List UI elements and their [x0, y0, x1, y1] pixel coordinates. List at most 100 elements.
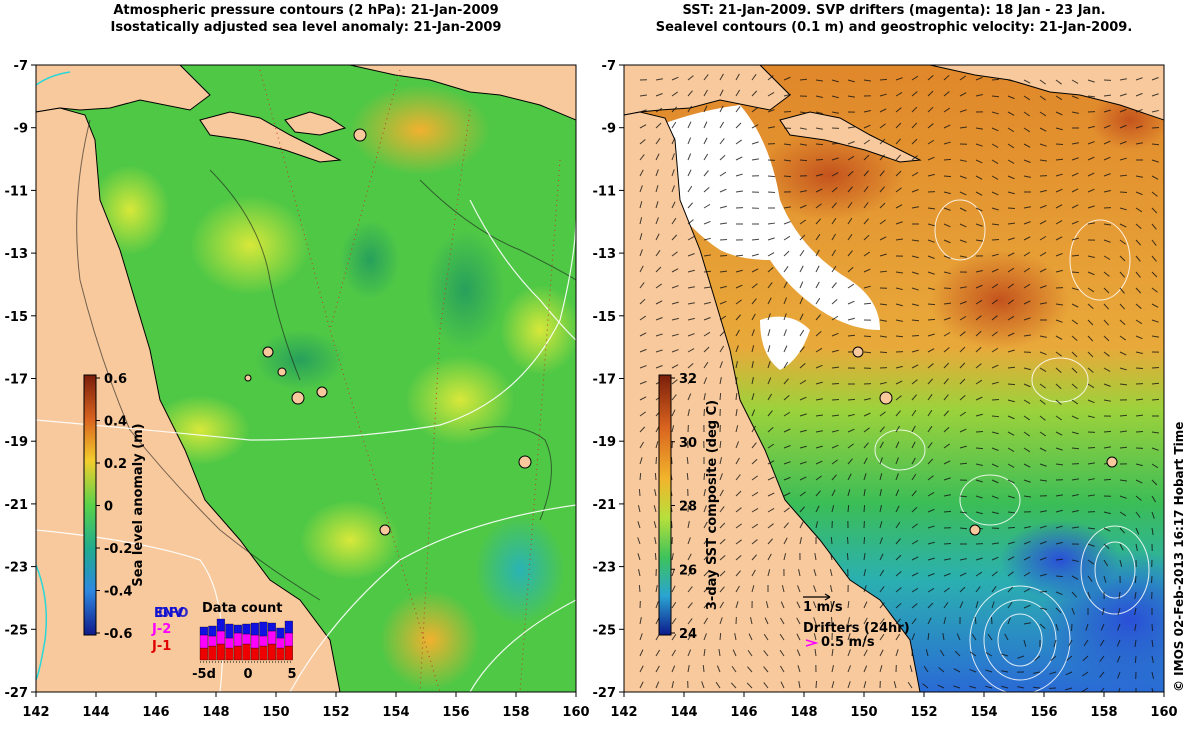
velocity-arrow: [847, 504, 850, 513]
velocity-arrow: [959, 159, 967, 162]
velocity-arrow: [911, 409, 917, 417]
velocity-arrow: [895, 335, 904, 338]
velocity-arrow: [939, 649, 945, 657]
velocity-arrow: [1135, 92, 1143, 97]
x-tick-label: 158: [1090, 705, 1117, 720]
velocity-arrow: [767, 508, 775, 513]
velocity-arrow: [735, 376, 738, 385]
velocity-arrow: [1023, 367, 1031, 371]
velocity-arrow: [731, 665, 737, 673]
velocity-arrow: [923, 665, 929, 673]
velocity-arrow: [1087, 222, 1095, 225]
sst-sealevel-contours: [874, 199, 1150, 692]
velocity-arrow: [735, 601, 739, 609]
velocity-arrow: [959, 378, 966, 385]
velocity-arrow: [1116, 639, 1121, 647]
y-tick-label: -27: [5, 686, 29, 701]
velocity-arrow: [1103, 173, 1111, 177]
velocity-arrow: [797, 585, 801, 593]
velocity-arrow: [943, 347, 950, 353]
velocity-arrow: [751, 425, 756, 433]
velocity-arrow: [975, 479, 983, 483]
velocity-arrow: [863, 251, 871, 257]
velocity-arrow: [879, 123, 886, 129]
velocity-arrow: [911, 91, 918, 97]
velocity-arrow: [1039, 463, 1047, 467]
velocity-arrow: [975, 94, 983, 97]
velocity-arrow: [735, 89, 741, 97]
velocity-arrow: [671, 349, 679, 353]
velocity-arrow: [751, 124, 759, 129]
velocity-arrow: [1151, 398, 1160, 401]
velocity-arrow: [911, 457, 916, 465]
velocity-arrow: [863, 79, 872, 82]
velocity-arrow: [735, 139, 742, 145]
velocity-arrow: [671, 569, 675, 577]
colorbar-tick-label: 0.2: [104, 457, 127, 472]
velocity-arrow: [1039, 111, 1047, 117]
velocity-arrow: [1135, 351, 1143, 354]
velocity-arrow: [1081, 671, 1089, 677]
y-tick-label: -23: [593, 561, 617, 576]
velocity-arrow: [831, 505, 835, 513]
velocity-arrow: [639, 426, 646, 433]
velocity-arrow: [815, 79, 824, 82]
y-tick-label: -9: [602, 122, 616, 137]
velocity-arrow: [1119, 446, 1128, 449]
velocity-arrow: [1039, 285, 1047, 289]
velocity-arrow: [959, 495, 968, 498]
velocity-arrow: [1023, 639, 1027, 647]
velocity-arrow: [831, 79, 839, 83]
velocity-arrow: [1071, 607, 1075, 615]
velocity-arrow: [735, 269, 743, 273]
velocity-arrow: [1103, 399, 1111, 402]
velocity-arrow: [911, 239, 919, 242]
velocity-arrow: [1055, 95, 1063, 101]
velocity-arrow: [1007, 332, 1015, 337]
velocity-arrow: [671, 169, 675, 177]
velocity-arrow: [1068, 639, 1073, 647]
velocity-arrow: [655, 185, 659, 193]
velocity-arrow: [863, 601, 868, 609]
velocity-arrow: [1007, 222, 1016, 225]
velocity-arrow: [943, 587, 950, 593]
velocity-arrow: [927, 271, 935, 275]
velocity-arrow: [1023, 251, 1031, 257]
velocity-arrow: [863, 124, 871, 129]
velocity-arrow: [831, 366, 840, 369]
velocity-arrow: [639, 332, 647, 337]
velocity-arrow: [879, 319, 887, 322]
velocity-arrow: [975, 511, 983, 515]
velocity-arrow: [735, 329, 740, 337]
velocity-arrow: [831, 315, 839, 321]
velocity-arrow: [1103, 575, 1107, 583]
velocity-arrow: [847, 79, 855, 83]
velocity-arrow: [1023, 111, 1031, 117]
velocity-arrow: [815, 414, 823, 417]
data-count-bar: [208, 645, 217, 661]
velocity-arrow: [831, 665, 835, 673]
velocity-arrow: [719, 171, 727, 177]
velocity-arrow: [1099, 655, 1105, 662]
velocity-arrow: [1055, 383, 1062, 390]
sla-land: [36, 65, 576, 692]
sst-colorbar-label: 3-day SST composite (deg C): [705, 400, 720, 610]
velocity-arrow: [732, 649, 737, 657]
velocity-arrow: [719, 555, 726, 561]
velocity-arrow: [1087, 351, 1094, 358]
velocity-arrow: [1103, 109, 1111, 113]
velocity-arrow: [1023, 447, 1031, 453]
velocity-arrow: [975, 284, 983, 289]
velocity-arrow: [1151, 671, 1155, 679]
velocity-arrow: [879, 665, 883, 673]
velocity-arrow: [767, 126, 775, 129]
velocity-arrow: [1102, 607, 1105, 615]
velocity-arrow: [703, 602, 709, 609]
velocity-arrow: [943, 332, 951, 337]
velocity-arrow: [991, 601, 995, 609]
x-tick-label: 146: [730, 705, 757, 720]
colorbar-tick-label: 0.6: [104, 372, 127, 387]
velocity-arrow: [1135, 175, 1143, 178]
velocity-arrow: [922, 683, 929, 689]
data-count-bar: [225, 647, 234, 661]
